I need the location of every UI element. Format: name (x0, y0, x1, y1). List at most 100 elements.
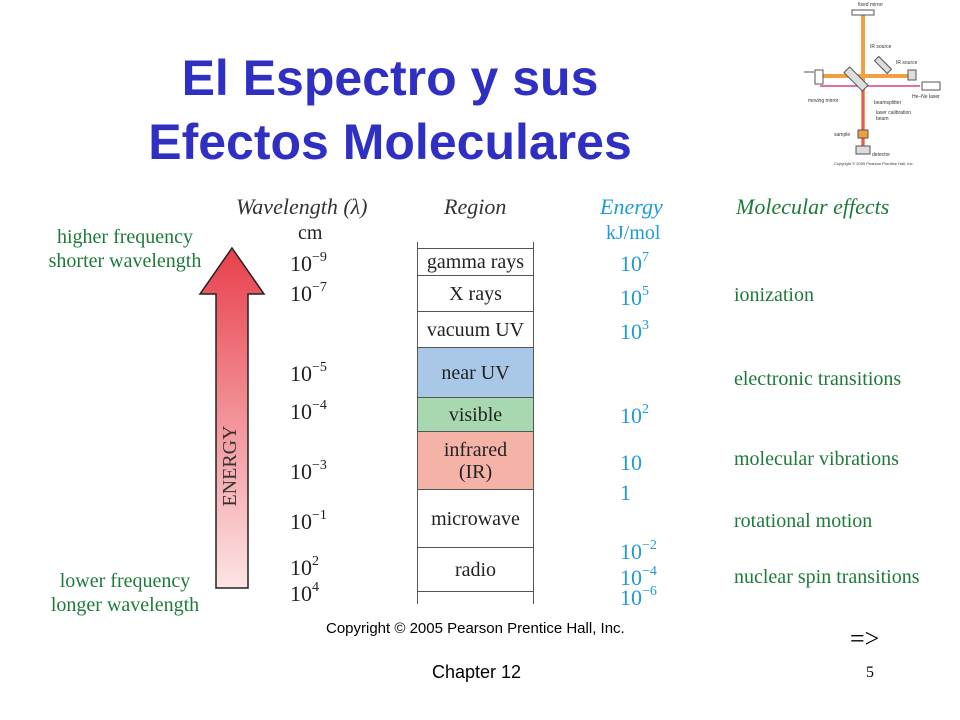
region-band: near UV (417, 348, 534, 398)
label-laser-calibration: laser calibration (876, 110, 911, 116)
wavelength-exponent: −9 (312, 250, 327, 265)
region-label: vacuum UV (426, 318, 525, 341)
page-number: 5 (866, 664, 874, 681)
energy-value: 10−2 (620, 538, 657, 565)
region-label-secondary: (IR) (458, 460, 493, 483)
wavelength-exponent: −5 (312, 360, 327, 375)
header-molecular-effects: Molecular effects (736, 194, 890, 219)
wavelength-exponent: −7 (312, 280, 327, 295)
region-band: gamma rays (417, 248, 534, 276)
energy-value: 1 (620, 480, 631, 506)
unit-kj-mol: kJ/mol (606, 222, 661, 244)
region-band: X rays (417, 276, 534, 312)
molecular-effect: nuclear spin transitions (734, 566, 920, 588)
energy-value: 10 (620, 450, 642, 476)
wavelength-base: 10 (290, 361, 312, 386)
energy-arrow: ENERGY (198, 246, 266, 589)
wavelength-exponent: −4 (312, 398, 327, 413)
wavelength-value: 10−4 (290, 398, 327, 425)
wavelength-value: 10−9 (290, 250, 327, 277)
label-beam: beam (876, 116, 889, 122)
energy-exponent: 2 (642, 402, 649, 417)
molecular-effect: electronic transitions (734, 368, 902, 390)
title-line-1: El Espectro y sus (181, 50, 599, 106)
energy-exponent: 7 (642, 250, 649, 265)
energy-value: 102 (620, 402, 649, 429)
label-ir-source-1: IR source (870, 44, 892, 50)
label-higher-frequency: higher frequency (56, 226, 194, 248)
ftir-inset-svg: fixed mirror IR source IR source He–Ne l… (804, 2, 941, 166)
title-line-2: Efectos Moleculares (148, 114, 632, 170)
region-label: radio (454, 558, 497, 581)
footer-chapter: Chapter 12 (432, 662, 522, 682)
energy-base: 10 (620, 403, 642, 428)
energy-value: 10−4 (620, 564, 657, 591)
region-line-top (417, 242, 418, 248)
label-longer-wavelength: longer wavelength (50, 594, 200, 616)
fixed-mirror-shape (851, 9, 875, 16)
molecular-effect: ionization (734, 284, 814, 306)
energy-base: 1 (620, 480, 631, 505)
wavelength-exponent: 2 (312, 554, 319, 569)
wavelength-base: 10 (290, 581, 312, 606)
wavelength-value: 10−7 (290, 280, 327, 307)
energy-value: 10−6 (620, 584, 657, 611)
wavelength-value: 102 (290, 554, 319, 581)
label-sample: sample (834, 132, 850, 138)
label-shorter-wavelength: shorter wavelength (48, 250, 202, 272)
wavelength-exponent: −1 (312, 508, 327, 523)
energy-base: 10 (620, 251, 642, 276)
wavelength-value: 104 (290, 580, 319, 607)
region-label: microwave (431, 507, 520, 530)
wavelength-exponent: 4 (312, 580, 319, 595)
region-band: vacuum UV (417, 312, 534, 348)
region-label: visible (448, 403, 503, 426)
label-detector: detector (872, 152, 890, 158)
wavelength-base: 10 (290, 509, 312, 534)
label-ir-source-2: IR source (896, 60, 918, 66)
ftir-inset-diagram: fixed mirror IR source IR source He–Ne l… (800, 0, 950, 168)
energy-exponent: 3 (642, 318, 649, 333)
region-label: X rays (449, 282, 502, 305)
energy-base: 10 (620, 585, 642, 610)
region-label: near UV (441, 361, 510, 384)
beamsplitter-shape (843, 66, 869, 92)
region-band: visible (417, 398, 534, 432)
energy-exponent: 5 (642, 284, 649, 299)
energy-value: 107 (620, 250, 649, 277)
next-marker[interactable]: => (850, 624, 880, 653)
region-label: gamma rays (426, 251, 525, 273)
wavelength-base: 10 (290, 555, 312, 580)
header-energy: Energy (600, 194, 663, 219)
wavelength-base: 10 (290, 459, 312, 484)
energy-exponent: −4 (642, 564, 657, 579)
region-label: infrared (443, 438, 508, 461)
energy-exponent: −2 (642, 538, 657, 553)
label-lower-frequency: lower frequency (59, 570, 191, 592)
header-region: Region (444, 194, 507, 219)
energy-base: 10 (620, 565, 642, 590)
moving-mirror-shape (814, 69, 824, 85)
energy-base: 10 (620, 539, 642, 564)
wavelength-base: 10 (290, 281, 312, 306)
header-wavelength: Wavelength (λ) (236, 194, 368, 219)
wavelength-value: 10−1 (290, 508, 327, 535)
region-band: radio (417, 548, 534, 592)
molecular-effect: molecular vibrations (734, 448, 899, 470)
wavelength-base: 10 (290, 251, 312, 276)
energy-exponent: −6 (642, 584, 657, 599)
label-moving-mirror: moving mirror (808, 98, 839, 104)
energy-base: 10 (620, 285, 642, 310)
wavelength-exponent: −3 (312, 458, 327, 473)
region-band: microwave (417, 490, 534, 548)
wavelength-base: 10 (290, 399, 312, 424)
energy-value: 105 (620, 284, 649, 311)
sample-shape (857, 129, 869, 139)
energy-value: 103 (620, 318, 649, 345)
energy-arrow-label: ENERGY (219, 425, 241, 506)
energy-base: 10 (620, 450, 642, 475)
region-line-bottom (417, 592, 418, 604)
label-hene-laser: He–Ne laser (912, 94, 940, 100)
wavelength-value: 10−5 (290, 360, 327, 387)
detector-shape (855, 145, 871, 155)
